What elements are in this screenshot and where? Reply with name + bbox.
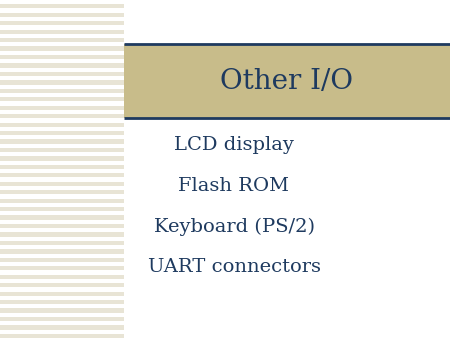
Text: UART connectors: UART connectors bbox=[148, 258, 320, 276]
Bar bbox=[0, 224, 450, 228]
Bar bbox=[0, 258, 450, 262]
Bar bbox=[0, 334, 450, 338]
Bar bbox=[0, 266, 450, 270]
Text: Keyboard (PS/2): Keyboard (PS/2) bbox=[153, 217, 315, 236]
Text: Flash ROM: Flash ROM bbox=[179, 177, 289, 195]
Bar bbox=[0, 131, 450, 135]
Bar bbox=[0, 123, 450, 127]
Bar bbox=[0, 140, 450, 144]
Bar bbox=[0, 114, 450, 118]
Bar bbox=[0, 300, 450, 304]
Bar bbox=[0, 207, 450, 211]
Bar bbox=[0, 156, 450, 161]
Bar bbox=[0, 148, 450, 152]
Bar bbox=[0, 283, 450, 287]
Bar bbox=[0, 173, 450, 177]
Bar bbox=[0, 38, 450, 42]
Bar bbox=[0, 233, 450, 237]
Bar bbox=[0, 105, 450, 110]
Bar bbox=[0, 317, 450, 321]
Bar bbox=[0, 80, 450, 84]
Bar bbox=[0, 97, 450, 101]
Bar bbox=[0, 249, 450, 254]
Bar bbox=[0, 216, 450, 220]
Bar bbox=[0, 182, 450, 186]
Bar bbox=[0, 291, 450, 296]
Bar bbox=[0, 30, 450, 34]
Bar bbox=[0, 165, 450, 169]
Bar bbox=[0, 198, 450, 203]
Bar bbox=[0, 4, 450, 8]
Bar bbox=[0, 13, 450, 17]
Bar bbox=[0, 190, 450, 194]
Bar bbox=[0, 308, 450, 313]
Bar bbox=[0, 325, 450, 330]
Bar bbox=[0, 241, 450, 245]
Text: Other I/O: Other I/O bbox=[220, 68, 353, 95]
Bar bbox=[0, 274, 450, 279]
Text: LCD display: LCD display bbox=[174, 136, 294, 154]
Bar bbox=[0, 55, 450, 59]
Bar bbox=[124, 0, 450, 338]
Bar bbox=[0, 47, 450, 51]
Bar bbox=[0, 64, 450, 68]
Bar bbox=[124, 44, 450, 118]
Bar bbox=[0, 21, 450, 25]
Bar bbox=[0, 89, 450, 93]
Bar bbox=[0, 72, 450, 76]
